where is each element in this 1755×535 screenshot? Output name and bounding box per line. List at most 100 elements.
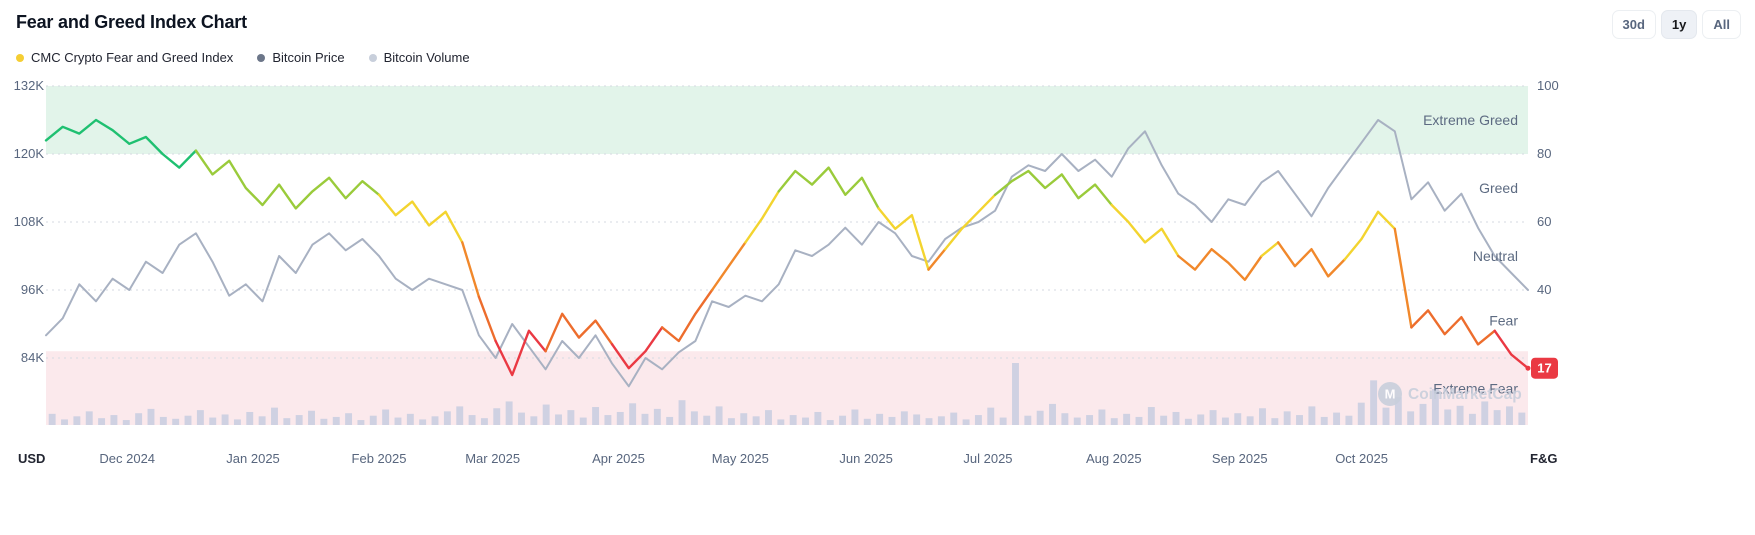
volume-bar (468, 415, 476, 425)
volume-bar (876, 413, 884, 425)
volume-bar (172, 418, 180, 425)
coinmarketcap-logo-letter: M (1385, 387, 1396, 402)
volume-bar (1382, 407, 1390, 425)
volume-bar (1259, 408, 1266, 425)
volume-bar (1110, 418, 1118, 425)
volume-bar (1086, 415, 1094, 425)
volume-bar (1320, 416, 1328, 425)
volume-bar (122, 420, 130, 425)
volume-bar (690, 411, 698, 425)
volume-bar (789, 415, 797, 425)
volume-bar (1160, 415, 1168, 425)
volume-bar (1184, 418, 1192, 425)
volume-bar (1147, 407, 1155, 425)
fear-greed-line-segment (660, 288, 714, 343)
legend-label: Bitcoin Volume (383, 50, 470, 65)
zone-label-fear: Fear (1489, 313, 1518, 329)
volume-bar (777, 419, 785, 425)
volume-bar (295, 415, 303, 425)
volume-bar (1394, 397, 1402, 425)
left-axis-unit: USD (18, 451, 45, 466)
right-axis-label: 60 (1537, 214, 1551, 229)
fear-greed-line-segment (777, 166, 880, 210)
volume-bar (1345, 415, 1353, 425)
fear-greed-line-segment (993, 169, 1113, 207)
volume-bar (1024, 415, 1032, 425)
volume-bar (1073, 417, 1081, 425)
volume-bar (740, 413, 748, 425)
volume-bar (480, 418, 488, 425)
right-axis-label: 100 (1537, 78, 1559, 93)
zone-label-neutral: Neutral (1473, 248, 1518, 264)
range-button-30d[interactable]: 30d (1611, 10, 1656, 39)
volume-bar (555, 414, 562, 425)
volume-bar (332, 416, 340, 425)
fear-greed-line-segment (461, 241, 481, 298)
volume-bar (962, 419, 970, 425)
volume-bar (1493, 410, 1501, 425)
volume-bar (1481, 401, 1489, 425)
legend-item[interactable]: Bitcoin Volume (368, 50, 470, 65)
volume-bar (1172, 411, 1180, 425)
volume-bar (1049, 403, 1056, 425)
volume-bar (913, 414, 921, 425)
volume-bar (530, 416, 538, 425)
x-axis-month-label: Oct 2025 (1335, 451, 1388, 466)
volume-bar (1234, 413, 1242, 425)
volume-bar (110, 415, 118, 425)
volume-bar (357, 420, 365, 425)
fear-greed-line-segment (1393, 227, 1413, 329)
volume-bar (135, 413, 143, 425)
x-axis-month-label: Jun 2025 (839, 451, 893, 466)
x-axis-month-label: Dec 2024 (99, 451, 155, 466)
volume-bar (233, 419, 241, 425)
volume-bar (1209, 410, 1217, 425)
fear-greed-last-point (1525, 365, 1531, 371)
volume-bar (246, 411, 254, 425)
volume-bar (937, 416, 945, 425)
x-axis-month-label: Jan 2025 (226, 451, 280, 466)
volume-bar (542, 404, 550, 425)
volume-bar (431, 416, 439, 425)
volume-bar (616, 411, 624, 425)
volume-bar (147, 408, 155, 425)
volume-bar (493, 408, 501, 425)
volume-bar (1283, 411, 1291, 425)
volume-bar (1135, 416, 1143, 425)
x-axis-month-label: May 2025 (712, 451, 769, 466)
fear-greed-line-segment (1343, 210, 1396, 261)
zone-band-extreme-fear (46, 351, 1528, 425)
volume-bar (1333, 412, 1341, 425)
zone-band-extreme-greed (46, 86, 1528, 154)
right-axis-label: 40 (1537, 282, 1551, 297)
volume-bar (419, 419, 427, 425)
volume-bar (950, 412, 958, 425)
volume-bar (629, 403, 637, 425)
volume-bar (666, 416, 674, 425)
volume-bar (1468, 413, 1476, 425)
range-button-1y[interactable]: 1y (1660, 10, 1698, 39)
volume-bar (61, 419, 68, 425)
coinmarketcap-logo-icon (1378, 382, 1402, 406)
volume-bar (1308, 406, 1316, 425)
volume-bar (641, 413, 649, 425)
volume-bar (752, 416, 760, 425)
chart-legend: CMC Crypto Fear and Greed Index Bitcoin P… (16, 50, 470, 65)
fear-greed-line-segment (1177, 248, 1263, 281)
legend-dot-icon (16, 53, 24, 62)
range-selector: 30d 1y All (1611, 10, 1741, 39)
volume-bar (567, 410, 575, 425)
fear-greed-line-segment (544, 312, 614, 353)
left-axis-label: 96K (21, 282, 44, 297)
fear-greed-line-segment (744, 190, 780, 244)
bitcoin-price-line (45, 119, 1529, 388)
legend-item[interactable]: CMC Crypto Fear and Greed Index (16, 50, 233, 65)
volume-bar (1271, 418, 1279, 425)
volume-bar (1431, 389, 1439, 425)
volume-bar (345, 413, 353, 425)
volume-bar (209, 417, 217, 425)
range-button-all[interactable]: All (1702, 10, 1741, 39)
legend-item[interactable]: Bitcoin Price (257, 50, 345, 65)
volume-bar (1098, 409, 1106, 425)
